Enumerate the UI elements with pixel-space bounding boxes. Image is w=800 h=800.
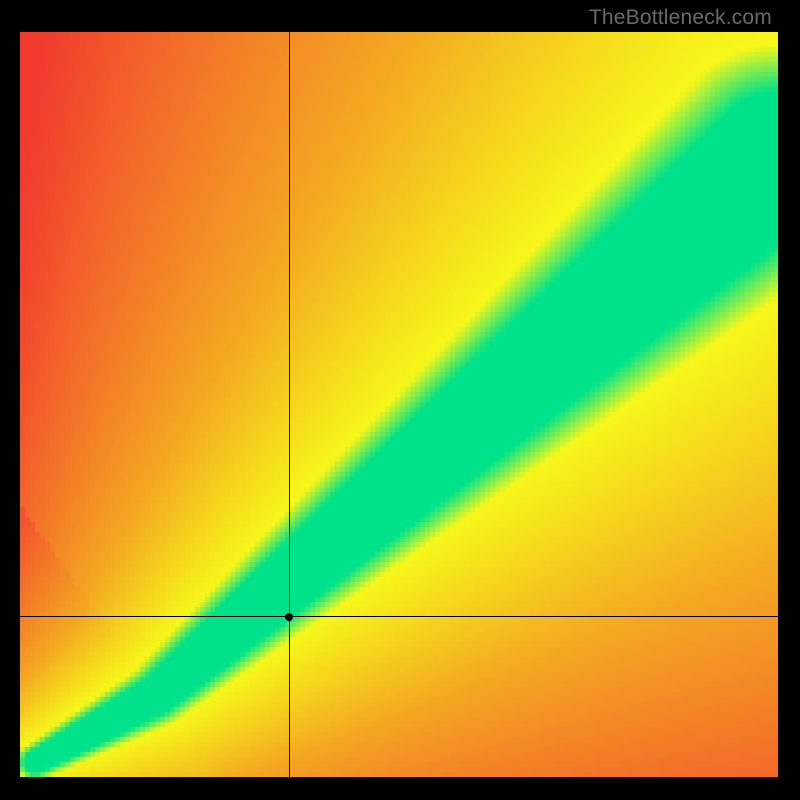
watermark-text: TheBottleneck.com <box>589 6 772 30</box>
crosshair-vertical <box>289 32 290 777</box>
bottleneck-heatmap <box>20 32 778 777</box>
plot-frame <box>20 32 778 777</box>
crosshair-horizontal <box>20 616 778 617</box>
selection-marker <box>285 613 293 621</box>
